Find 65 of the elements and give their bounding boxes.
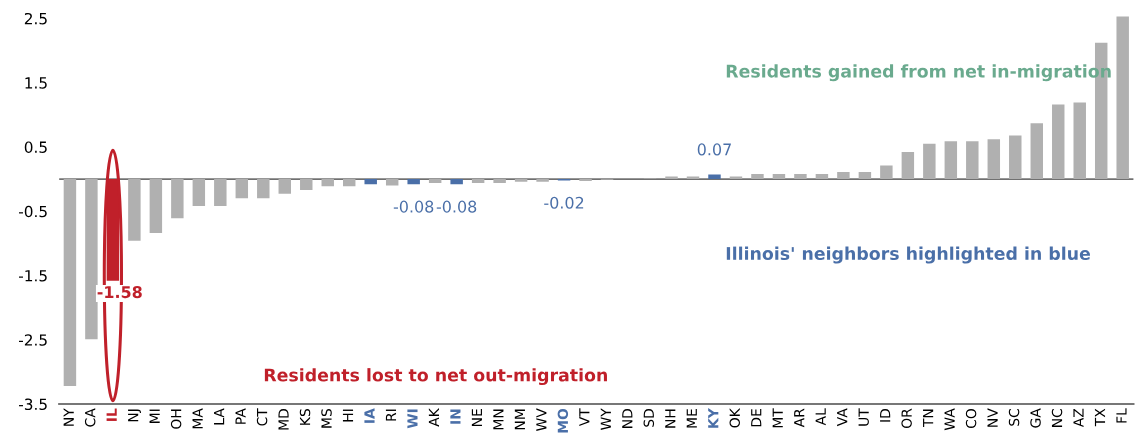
x-tick-label: OR	[901, 408, 912, 429]
x-tick-label: NM	[514, 409, 525, 430]
x-tick-label: AR	[794, 408, 805, 428]
y-tick-label: -3.5	[19, 398, 47, 411]
x-tick-label: WA	[944, 408, 955, 431]
x-tick-label: OH	[170, 409, 182, 429]
x-tick-label: GA	[1030, 408, 1041, 428]
x-tick-label: IN	[450, 409, 461, 424]
y-tick-label: -0.5	[19, 205, 47, 218]
x-tick-label: HI	[342, 409, 354, 422]
data-label: 0.07	[697, 143, 731, 156]
x-tick-label: KY	[708, 408, 719, 428]
x-tick-label: TX	[1094, 408, 1106, 427]
x-tick-label: KS	[299, 408, 311, 425]
x-tick-label: CA	[84, 408, 96, 427]
data-label: -0.08	[393, 200, 434, 213]
y-tick-label: 0.5	[24, 141, 47, 153]
annotation: Illinois' neighbors highlighted in blue	[726, 246, 1090, 264]
x-tick-label: SC	[1008, 408, 1020, 426]
x-tick-label: MN	[493, 409, 504, 430]
y-tick-label: 1.5	[25, 77, 47, 89]
data-label: -1.58	[97, 286, 142, 299]
x-tick-label: ID	[880, 409, 891, 422]
annotation: Residents gained from net in-migration	[726, 64, 1111, 82]
x-tick-label: ME	[686, 409, 697, 428]
x-tick-label: PA	[235, 408, 246, 424]
x-tick-label: CO	[965, 408, 977, 429]
x-tick-label: RI	[385, 409, 397, 421]
x-tick-label: WI	[407, 409, 418, 429]
x-tick-label: CT	[256, 408, 268, 426]
x-tick-label: AK	[428, 407, 439, 427]
x-tick-label: MI	[149, 409, 160, 423]
x-tick-label: NH	[665, 409, 676, 428]
x-tick-label: NY	[63, 408, 74, 426]
x-tick-label: DE	[751, 409, 762, 427]
x-tick-label: NE	[471, 409, 482, 427]
x-tick-label: OK	[729, 407, 740, 428]
x-tick-label: VA	[837, 408, 848, 427]
x-tick-label: NV	[987, 408, 998, 427]
x-tick-label: SD	[643, 409, 655, 427]
x-tick-label: MT	[772, 408, 783, 428]
x-tick-label: AL	[815, 408, 826, 426]
x-tick-label: IL	[106, 408, 117, 421]
x-tick-label: WV	[536, 408, 547, 431]
x-tick-label: MA	[192, 408, 203, 429]
x-tick-label: NC	[1051, 408, 1063, 427]
y-tick-label: 2.5	[24, 12, 47, 25]
x-tick-label: VT	[579, 408, 590, 427]
data-label: -0.08	[436, 200, 477, 213]
annotation: Residents lost to net out-migration	[264, 368, 607, 386]
x-tick-label: UT	[858, 408, 869, 426]
x-tick-label: MD	[278, 409, 289, 430]
x-tick-label: ND	[622, 409, 633, 428]
x-tick-label: IA	[364, 408, 375, 423]
y-tick-label: -2.5	[19, 334, 47, 346]
x-tick-label: FL	[1116, 408, 1127, 423]
x-tick-label: MS	[321, 408, 332, 428]
x-tick-label: MO	[557, 408, 569, 433]
x-tick-label: WY	[600, 408, 611, 430]
data-label: -0.02	[544, 196, 584, 209]
x-tick-label: TN	[923, 409, 934, 428]
x-tick-label: NJ	[128, 409, 141, 422]
x-tick-label: LA	[214, 408, 225, 425]
y-tick-label: -1.5	[19, 270, 47, 282]
x-tick-label: AZ	[1073, 408, 1084, 428]
